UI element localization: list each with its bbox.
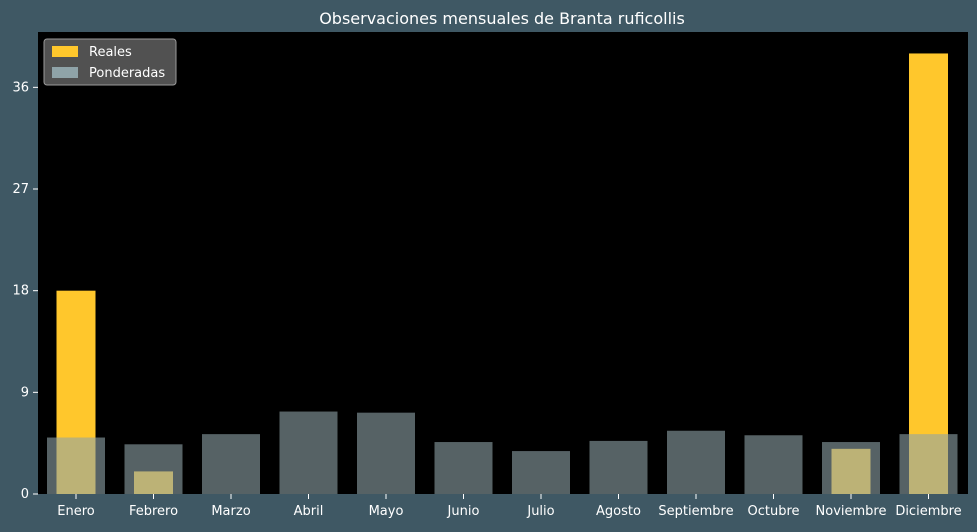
x-tick-label: Octubre xyxy=(747,504,799,519)
x-tick-label: Diciembre xyxy=(895,504,961,519)
x-tick-label: Febrero xyxy=(129,504,178,519)
bar-ponderadas xyxy=(589,440,648,494)
y-tick-label: 0 xyxy=(21,487,29,502)
legend-label-ponderadas: Ponderadas xyxy=(89,66,165,81)
bar-reales xyxy=(909,53,948,495)
y-tick-label: 27 xyxy=(12,182,29,197)
x-tick-label: Septiembre xyxy=(658,504,733,519)
bar-ponderadas xyxy=(279,411,338,494)
bar-ponderadas xyxy=(667,430,725,494)
y-tick-label: 36 xyxy=(12,80,29,95)
x-tick-label: Noviembre xyxy=(816,504,887,519)
bar-ponderadas xyxy=(512,451,570,494)
bar-ponderadas xyxy=(124,444,183,494)
y-tick-label: 18 xyxy=(12,284,29,299)
bar-ponderadas xyxy=(434,442,493,494)
x-tick-label: Mayo xyxy=(369,504,404,519)
x-tick-label: Agosto xyxy=(596,504,641,519)
axes: 0 9 18 27 36 Enero Febrero Marzo Abril Mayo Junio J… xyxy=(12,80,961,519)
x-tick-label: Abril xyxy=(294,504,324,519)
legend: Reales Ponderadas xyxy=(43,38,177,86)
x-tick-label: Marzo xyxy=(211,504,250,519)
legend-swatch-reales xyxy=(52,46,78,57)
x-tick-label: Julio xyxy=(526,504,554,519)
plot-area xyxy=(38,32,968,494)
chart-title: Observaciones mensuales de Branta rufico… xyxy=(319,9,685,28)
bar-ponderadas xyxy=(47,437,105,494)
x-tick-label: Junio xyxy=(447,504,480,519)
bar-ponderadas xyxy=(822,442,880,494)
legend-swatch-ponderadas xyxy=(52,67,78,78)
bar-ponderadas xyxy=(899,434,958,494)
legend-label-reales: Reales xyxy=(89,45,132,60)
bar-ponderadas xyxy=(202,434,260,494)
y-tick-label: 9 xyxy=(21,385,29,400)
bar-ponderadas xyxy=(744,435,803,494)
x-tick-label: Enero xyxy=(57,504,95,519)
bar-ponderadas xyxy=(357,412,415,494)
series-ponderadas xyxy=(47,411,958,494)
